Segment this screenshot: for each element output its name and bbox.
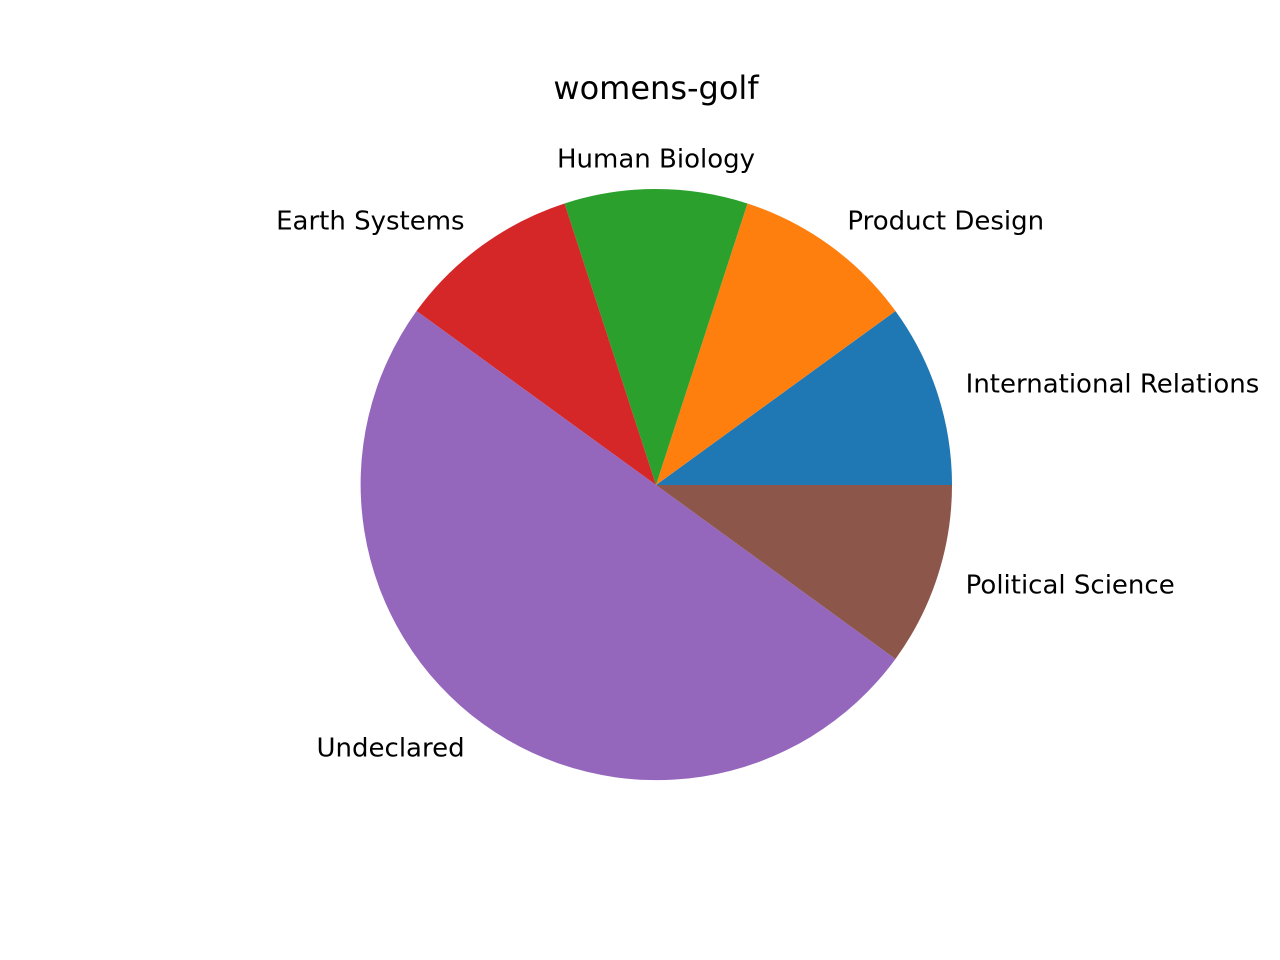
pie-label-product-design: Product Design: [847, 207, 1044, 237]
pie-slice-international-relations: [656, 311, 952, 485]
pie-slice-product-design: [656, 203, 896, 486]
pie-label-earth-systems: Earth Systems: [276, 207, 465, 237]
pie-label-undeclared: Undeclared: [317, 733, 465, 763]
pie-slice-political-science: [656, 485, 952, 659]
pie-slice-undeclared: [360, 311, 896, 781]
pie-slice-earth-systems: [416, 203, 656, 486]
pie-label-political-science: Political Science: [966, 571, 1175, 601]
pie-slices: [360, 189, 952, 781]
pie-slice-human-biology: [564, 189, 748, 485]
pie-label-international-relations: International Relations: [966, 369, 1260, 399]
chart-title: womens-golf: [553, 69, 759, 107]
pie-labels: International Relations Product Design Hum…: [276, 144, 1259, 763]
pie-label-human-biology: Human Biology: [557, 144, 755, 174]
